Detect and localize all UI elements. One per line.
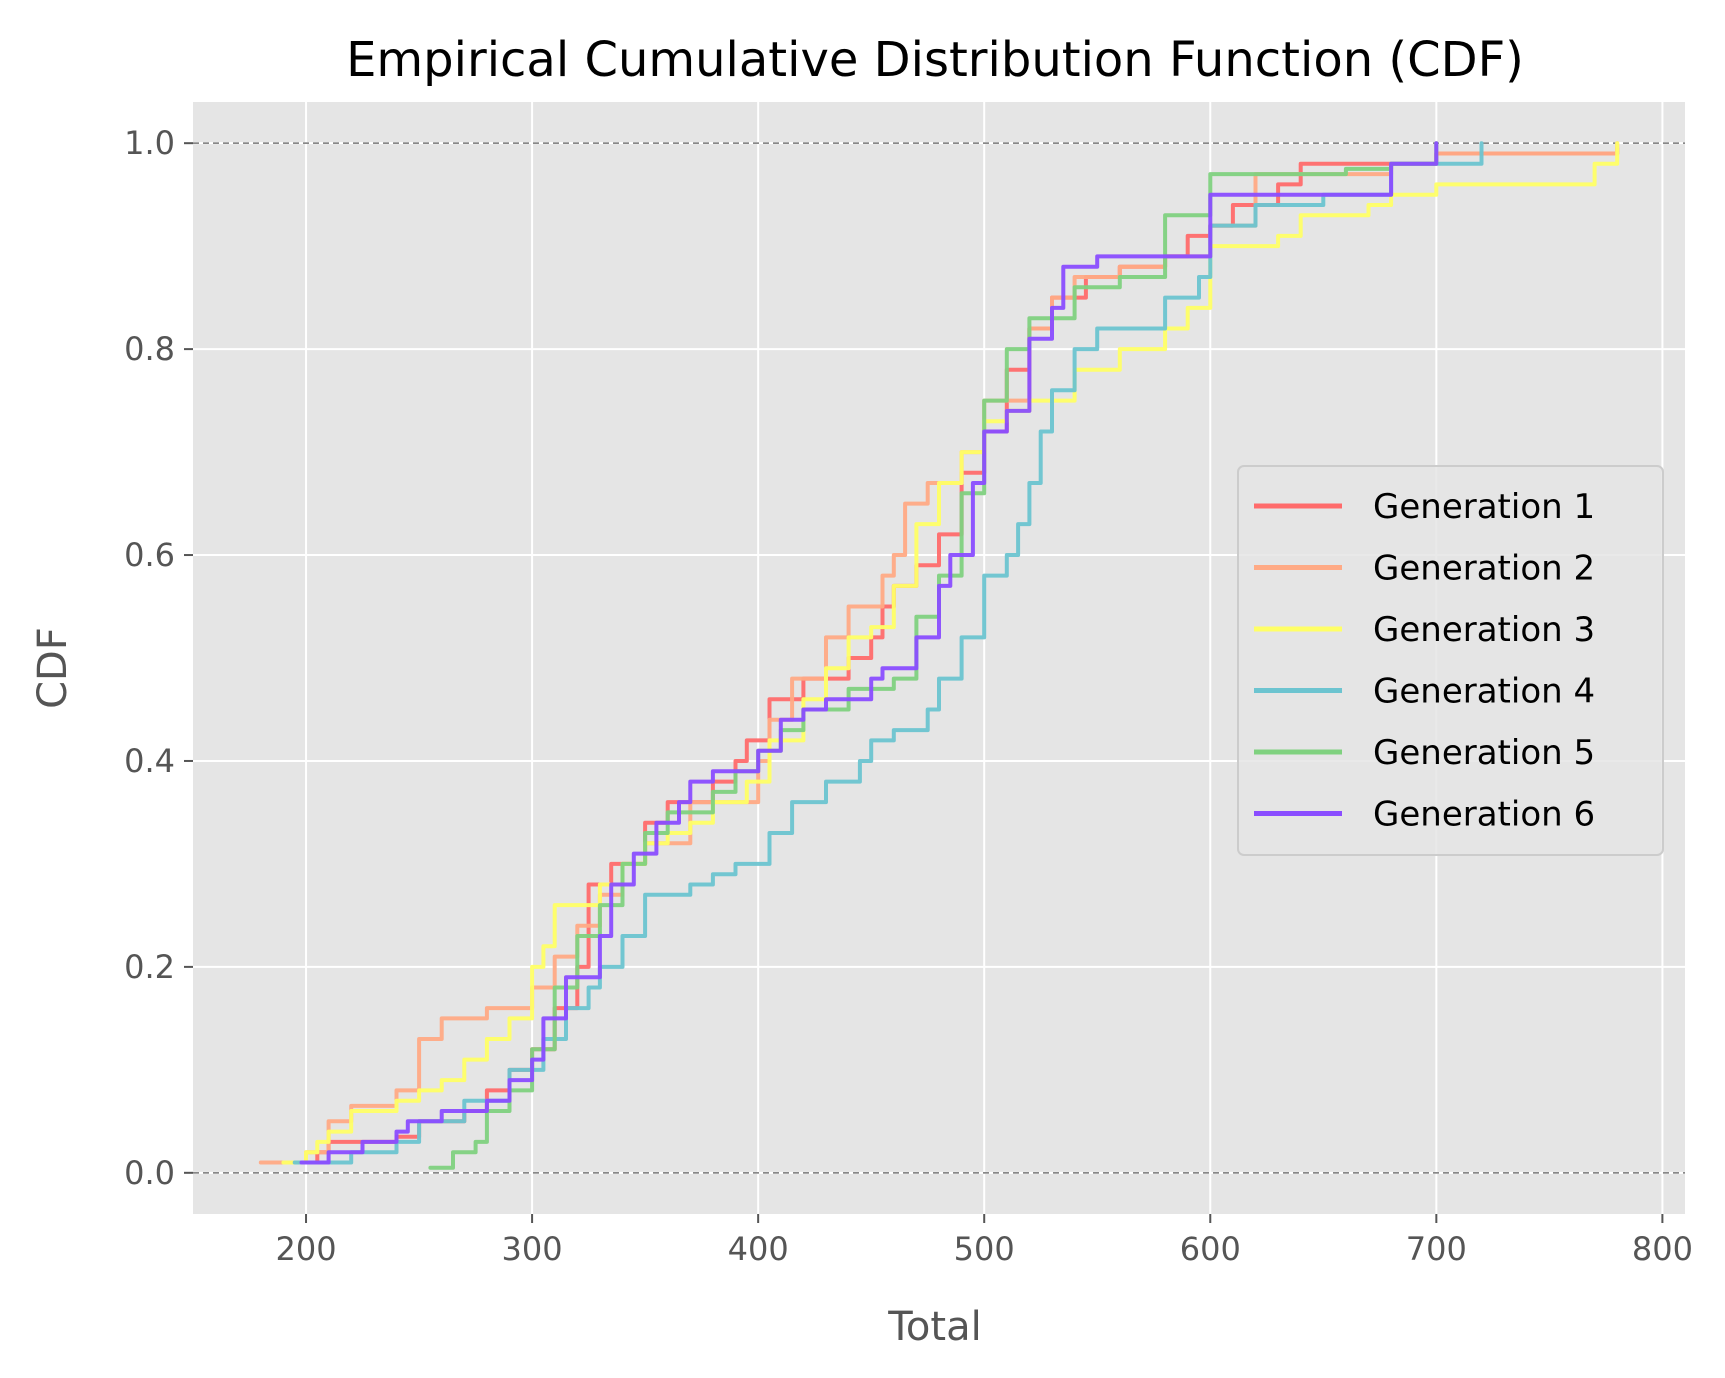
series-lines [258, 141, 1620, 1170]
x-tick-label: 700 [1406, 1230, 1467, 1268]
x-tick-label: 800 [1632, 1230, 1693, 1268]
series-line-6 [299, 141, 1439, 1165]
legend-label: Generation 2 [1373, 549, 1595, 589]
x-tick-label: 600 [1180, 1230, 1241, 1268]
y-tick-label: 0.2 [124, 948, 175, 986]
x-tick-label: 200 [275, 1230, 336, 1268]
y-tick-label: 0.8 [124, 330, 175, 368]
x-tick-label: 500 [954, 1230, 1015, 1268]
legend: Generation 1 Generation 2 Generation 3 Gene… [1237, 465, 1664, 856]
x-tick-label: 300 [502, 1230, 563, 1268]
series-line-4 [292, 141, 1484, 1165]
legend-label: Generation 6 [1373, 795, 1595, 835]
y-tick-label: 1.0 [124, 124, 175, 162]
legend-label: Generation 1 [1373, 487, 1595, 527]
x-axis-label: Total [887, 1304, 981, 1350]
x-tick-label: 400 [728, 1230, 789, 1268]
y-axis-label: CDF [30, 627, 76, 709]
x-tick-labels: 200 300 400 500 600 700 800 [275, 1214, 1693, 1268]
y-tick-labels: 0.0 0.2 0.4 0.6 0.8 1.0 [124, 124, 193, 1192]
y-tick-label: 0.4 [124, 742, 175, 780]
chart-title: Empirical Cumulative Distribution Functi… [346, 32, 1524, 88]
legend-box [1237, 465, 1664, 856]
y-tick-label: 0.0 [124, 1154, 175, 1192]
y-tick-label: 0.6 [124, 536, 175, 574]
legend-label: Generation 4 [1373, 672, 1595, 712]
legend-label: Generation 3 [1373, 610, 1595, 650]
legend-label: Generation 5 [1373, 733, 1595, 773]
